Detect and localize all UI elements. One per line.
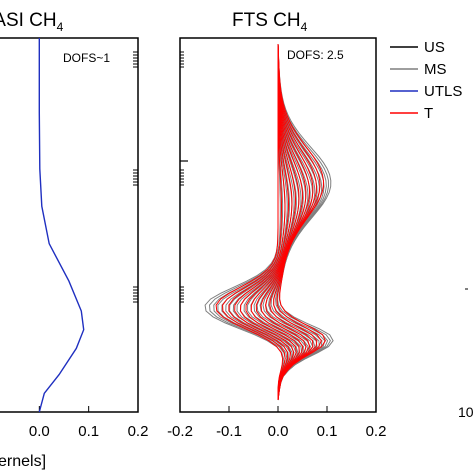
fts-panel: FTS CH4 DOFS: 2.5 -0.2 -0.1 0.0 0.1 0.2: [167, 10, 386, 440]
fts-x-tick-label: 0.0: [268, 423, 289, 440]
iasi-plot-frame: [0, 37, 139, 413]
fts-title: FTS CH4: [232, 10, 308, 34]
iasi-x-tick-label: 0.0: [29, 423, 50, 440]
fts-x-tick-label: 0.1: [317, 423, 338, 440]
right-panel-tick-label: 10: [458, 404, 474, 420]
legend: US MS UTLS T: [390, 39, 462, 122]
fts-y-minor-ticks: [180, 51, 188, 303]
fts-series-line-t: [269, 43, 314, 401]
iasi-x-tick-label: 0.1: [78, 423, 99, 440]
legend-label: UTLS: [424, 83, 462, 100]
fts-series-line-ms: [208, 44, 286, 401]
fts-dofs-annotation: DOFS: 2.5: [287, 48, 344, 62]
iasi-x-tick-label: 0.2: [128, 423, 149, 440]
iasi-x-axis-label: ernels]: [0, 453, 46, 470]
fts-series-line-t: [273, 43, 318, 401]
legend-label: US: [424, 39, 445, 56]
fts-series-line-t: [277, 43, 326, 401]
fts-series-lines: [204, 43, 334, 401]
fts-x-tick-labels: -0.2 -0.1 0.0 0.1 0.2: [167, 406, 386, 440]
iasi-series-lines: [38, 38, 85, 413]
iasi-dofs-annotation: DOFS~1: [63, 51, 110, 65]
iasi-title: IASI CH4: [0, 10, 64, 34]
fts-series-line-ms: [277, 43, 334, 401]
fts-x-tick-label: -0.1: [216, 423, 242, 440]
iasi-series-line-utls: [38, 38, 85, 413]
fts-series-line-t: [215, 44, 284, 400]
fts-x-tick-label: 0.2: [366, 423, 387, 440]
iasi-panel: IASI CH4 DOFS~1 0.10.00.10.2 ernels]: [0, 10, 148, 470]
iasi-x-tick-labels: 0.10.00.10.2: [0, 51, 149, 440]
fts-x-tick-label: -0.2: [167, 423, 193, 440]
fts-series-line-ms: [204, 44, 285, 400]
legend-label: T: [424, 105, 433, 122]
legend-label: MS: [424, 61, 447, 78]
